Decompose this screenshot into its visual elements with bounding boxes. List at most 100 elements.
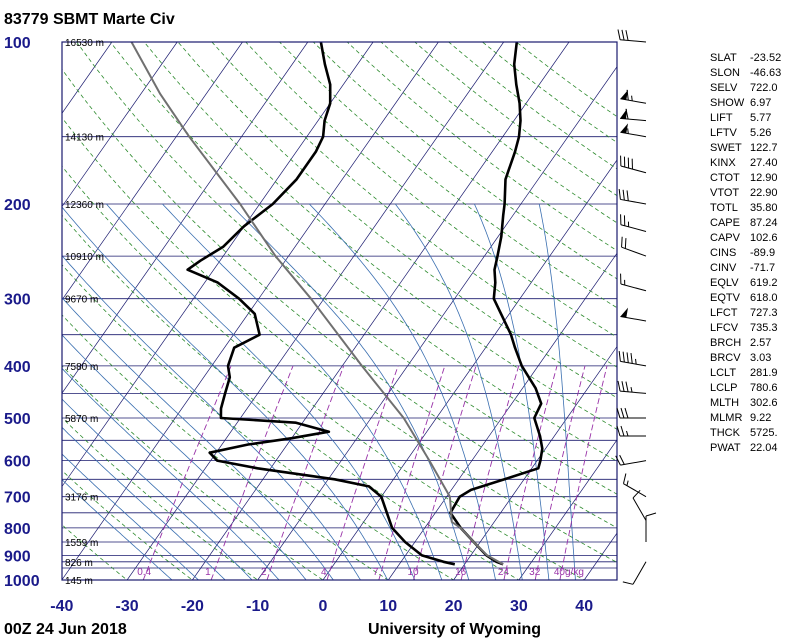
background-grid [62,42,617,580]
dry-adiabat [313,42,617,280]
stat-name: PWAT [710,442,741,454]
footer-source: University of Wyoming [368,621,541,638]
stat-name: CINS [710,247,736,259]
stat-value: 2.57 [750,337,771,349]
stat-name: SLON [710,67,740,79]
stat-value: 87.24 [750,217,778,229]
height-label: 5870 m [65,414,98,425]
stat-value: 35.80 [750,202,778,214]
stat-value: 22.04 [750,442,778,454]
plot-frame [61,41,618,581]
mixing-ratio-label: 7 [373,567,379,578]
stat-value: 6.97 [750,97,771,109]
stat-value: 22.90 [750,187,778,199]
stat-value: 102.6 [750,232,778,244]
dry-adiabat [279,42,617,309]
isotherm-line [62,42,309,394]
pressure-tick-label: 200 [4,197,31,214]
stat-name: EQTV [710,292,741,304]
wind-barbs [615,29,657,585]
moist-adiabat [106,203,416,580]
stat-name: LFCV [710,322,739,334]
dry-adiabat [177,42,617,399]
height-label: 14130 m [65,133,104,144]
chart-title: 83779 SBMT Marte Civ [4,11,175,28]
isotherm-line [322,159,617,580]
temperature-tick-label: 40 [575,598,593,615]
moist-adiabat [62,426,226,580]
isotherm-line [62,42,178,208]
wind-barb [618,350,647,367]
stat-value: 735.3 [750,322,778,334]
wind-barb [620,155,647,174]
dry-adiabat [62,68,617,529]
dry-adiabat [414,42,617,197]
wind-barb [617,380,647,394]
stat-value: 12.90 [750,172,778,184]
isotherm-line [257,66,617,580]
stat-name: KINX [710,157,736,169]
stat-name: EQLV [710,277,739,289]
stability-indices: SLAT -23.52 SLON -46.63 SELV 722.0 SHOW 6.97 LIF… [710,52,781,454]
stat-value: 302.6 [750,397,778,409]
height-label: 1559 m [65,538,98,549]
mixing-ratio-label: 40g/kg [554,567,584,578]
stat-value: -89.9 [750,247,775,259]
stat-name: VTOT [710,187,739,199]
axis-labels: 0.4 1 2 4 7 10 16 24 32 40g/kg1002003004005006007… [4,35,593,615]
dry-adiabat [143,42,617,430]
wind-barb [621,236,647,257]
wind-barb [645,512,657,543]
mixing-ratio-line [559,365,608,580]
stat-name: MLMR [710,412,742,424]
wind-barb [615,454,647,466]
moist-adiabat [62,367,280,580]
pressure-tick-label: 800 [4,521,31,538]
wind-barb [620,123,647,138]
moist-adiabat [62,206,389,580]
mixing-ratio-label: 0.4 [137,567,151,578]
stat-name: BRCH [710,337,741,349]
stat-value: 27.40 [750,157,778,169]
stat-name: LCLT [710,367,736,379]
moist-adiabat [538,203,576,580]
stat-name: BRCV [710,352,741,364]
wind-barb [622,473,647,498]
pressure-tick-label: 100 [4,35,31,52]
mixing-ratio-label: 32 [529,567,541,578]
temperature-tick-label: 10 [379,598,397,615]
stat-value: 727.3 [750,307,778,319]
dewpoint-trace [186,42,456,566]
dry-adiabat [62,117,617,563]
dry-adiabat [62,264,455,580]
height-label: 9670 m [65,295,98,306]
stat-name: TOTL [710,202,738,214]
stat-value: -23.52 [750,52,781,64]
dry-adiabat [62,165,586,580]
stat-value: 722.0 [750,82,778,94]
mixing-ratio-line [460,365,520,580]
temperature-tick-label: -20 [181,598,204,615]
mixing-ratio-label: 1 [205,567,211,578]
stat-name: SELV [710,82,738,94]
isotherm-line [388,252,617,580]
stat-name: SLAT [710,52,737,64]
dry-adiabat [62,417,259,580]
wind-barb [617,29,647,43]
mixing-ratio-line [210,365,294,580]
dry-adiabat [110,42,617,462]
isotherm-line [126,42,504,580]
dry-adiabat [62,214,520,580]
stat-value: 618.0 [750,292,778,304]
pressure-tick-label: 500 [4,411,31,428]
stat-value: 780.6 [750,382,778,394]
parcel-trace [130,42,504,566]
mixing-ratio-line [503,365,558,580]
temperature-tick-label: 0 [319,598,328,615]
pressure-tick-label: 600 [4,454,31,471]
moist-adiabat [309,203,496,580]
height-label: 10910 m [65,252,104,263]
stat-name: LCLP [710,382,738,394]
height-label: 3176 m [65,493,98,504]
